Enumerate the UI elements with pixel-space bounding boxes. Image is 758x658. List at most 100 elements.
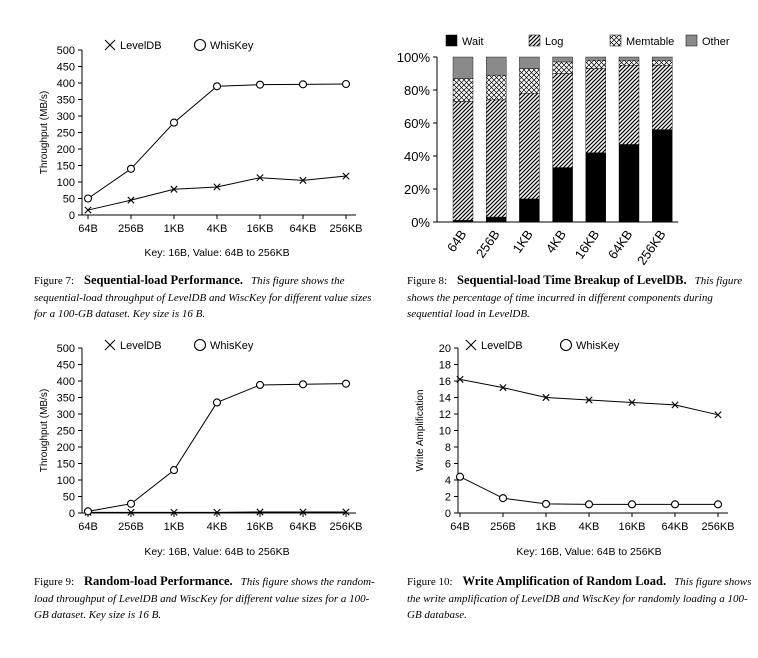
fig8-ytick-label: 60% <box>404 116 430 131</box>
fig9-point-whiskey <box>341 379 351 388</box>
fig7-chart: 0 50 100 150 200 250 300 350 400 450 500 64B 256B 1KB… <box>39 38 363 259</box>
fig10-xtick-label: 64B <box>450 521 470 533</box>
fig7-body: This figure shows the sequential-load th… <box>34 275 372 320</box>
fig10-point-whiskey <box>713 500 723 509</box>
fig7-series-line-leveldb <box>87 175 347 211</box>
fig9-point-whiskey <box>255 380 265 390</box>
fig7-ytick-label: 500 <box>57 45 75 57</box>
fig10-xtick-label: 256KB <box>701 521 734 533</box>
fig7-point-whiskey <box>169 118 179 127</box>
fig7-xtick-label: 4KB <box>207 223 228 235</box>
fig7-point-leveldb <box>256 174 264 182</box>
fig8-ytick-label: 100% <box>397 50 431 65</box>
fig8-bar-log <box>585 68 607 153</box>
fig7-ylabel: Throughput (MB/s) <box>39 91 50 174</box>
fig7-series-line-whiskey <box>87 83 347 199</box>
fig9-chart: 0 50 100 150 200 250 300 350 400 450 500 64B 256B 1KB… <box>39 338 363 558</box>
fig9-xtick-label: 64KB <box>290 521 317 533</box>
fig8-bar-memtable <box>485 74 507 101</box>
fig8-xtick-label: 64KB <box>605 227 636 262</box>
fig9-legend-marker-leveldb <box>104 339 116 351</box>
fig7-xtick-label: 256KB <box>329 223 362 235</box>
fig9-xtick-label: 256KB <box>329 521 362 533</box>
fig9-xtick-label: 1KB <box>164 521 185 533</box>
fig10-ytick-label: 20 <box>439 343 451 355</box>
fig8-bar-memtable <box>519 68 540 94</box>
fig9-ytick-label: 250 <box>57 426 75 438</box>
fig9-xtick-label: 256B <box>118 521 144 533</box>
fig10-number: Figure 10: <box>407 576 453 588</box>
fig8-bar-memtable <box>552 61 573 74</box>
fig9-legend-marker-whiskey <box>193 338 207 352</box>
fig8-xtick-label: 64B <box>444 227 470 255</box>
fig8-legend-swatch-wait <box>445 34 458 47</box>
fig8-xtick-label: 256KB <box>634 227 669 265</box>
fig10-xtick-label: 4KB <box>579 521 600 533</box>
fig10-ytick-label: 10 <box>439 426 451 438</box>
fig8-chart: 0% 20% 40% 60% 80% 100% 64B 256B 1KB 4KB 16KB 64KB2… <box>397 34 730 265</box>
fig10-legend-label: WhisKey <box>576 340 620 352</box>
fig7-ytick-label: 250 <box>57 128 75 140</box>
fig8-bar-log <box>519 93 540 200</box>
fig7-point-leveldb <box>342 172 350 180</box>
fig7-xtick-label: 64KB <box>290 223 317 235</box>
fig7-ytick-label: 100 <box>57 177 75 189</box>
fig10-ytick-label: 0 <box>445 508 451 520</box>
fig8-body: This figure shows the percentage of time… <box>407 275 743 320</box>
fig8-legend-label: Other <box>702 36 730 48</box>
fig8-number: Figure 8: <box>407 275 448 287</box>
fig8-ytick-label: 0% <box>411 215 430 230</box>
fig8-xtick-label: 4KB <box>543 227 569 256</box>
fig8-bar-wait <box>519 198 540 223</box>
fig9-point-leveldb <box>170 508 178 516</box>
fig7-point-whiskey <box>298 80 308 89</box>
fig10-point-leveldb <box>456 375 464 383</box>
fig7-title: Sequential-load Performance. <box>84 273 244 287</box>
fig9-point-leveldb <box>342 508 350 516</box>
fig10-body: This figure shows the write amplificatio… <box>407 576 752 621</box>
fig10-legend-marker-whiskey <box>559 338 573 352</box>
fig8-legend-label: Log <box>545 36 563 48</box>
fig9-number: Figure 9: <box>34 576 75 588</box>
fig10-point-whiskey <box>627 500 637 509</box>
fig7-ytick-label: 350 <box>57 95 75 107</box>
fig8-bar-other <box>485 56 507 76</box>
fig10-caption: Figure 10: Write Amplification of Random … <box>407 573 753 624</box>
fig9-ytick-label: 200 <box>57 442 75 454</box>
fig9-xtick-label: 64B <box>78 521 98 533</box>
fig10-xtick-label: 256B <box>490 521 516 533</box>
fig8-bar-wait <box>652 129 673 223</box>
fig10-series-line-whiskey <box>459 476 718 505</box>
fig7-point-whiskey <box>212 82 222 91</box>
fig9-point-whiskey <box>126 499 136 508</box>
fig8-bar-memtable <box>618 60 640 66</box>
fig8-bar-memtable <box>585 60 607 69</box>
fig9-xtick-label: 16KB <box>247 521 274 533</box>
fig9-point-whiskey <box>83 507 93 516</box>
fig10-point-whiskey <box>455 472 465 481</box>
fig7-xtick-label: 64B <box>78 223 98 235</box>
fig9-point-whiskey <box>298 380 308 389</box>
fig8-legend-swatch-log <box>528 34 541 47</box>
fig7-point-leveldb <box>84 206 92 214</box>
fig9-ytick-label: 50 <box>63 492 75 504</box>
fig10-ylabel: Write Amplification <box>415 389 426 471</box>
fig10-ytick-label: 4 <box>445 475 451 487</box>
fig9-ytick-label: 500 <box>57 343 75 355</box>
fig8-bar-memtable <box>652 60 673 66</box>
fig9-body: This figure shows the random-load throug… <box>34 576 375 621</box>
fig8-title: Sequential-load Time Breakup of LevelDB. <box>457 273 687 287</box>
fig8-bar-log <box>618 65 640 145</box>
fig7-point-whiskey <box>83 194 93 203</box>
fig8-bar-other <box>652 56 673 61</box>
fig7-legend-label: WhisKey <box>210 40 254 52</box>
fig10-point-leveldb <box>714 411 722 419</box>
fig8-ytick-label: 80% <box>404 83 430 98</box>
fig8-bar-wait <box>485 216 507 223</box>
fig8-bar-other <box>519 56 540 69</box>
fig8-legend-label: Wait <box>462 36 484 48</box>
fig8-xtick-label: 1KB <box>509 227 535 256</box>
fig10-point-whiskey <box>541 499 551 508</box>
fig9-legend-label: WhisKey <box>210 340 254 352</box>
fig10-point-leveldb <box>542 393 550 402</box>
